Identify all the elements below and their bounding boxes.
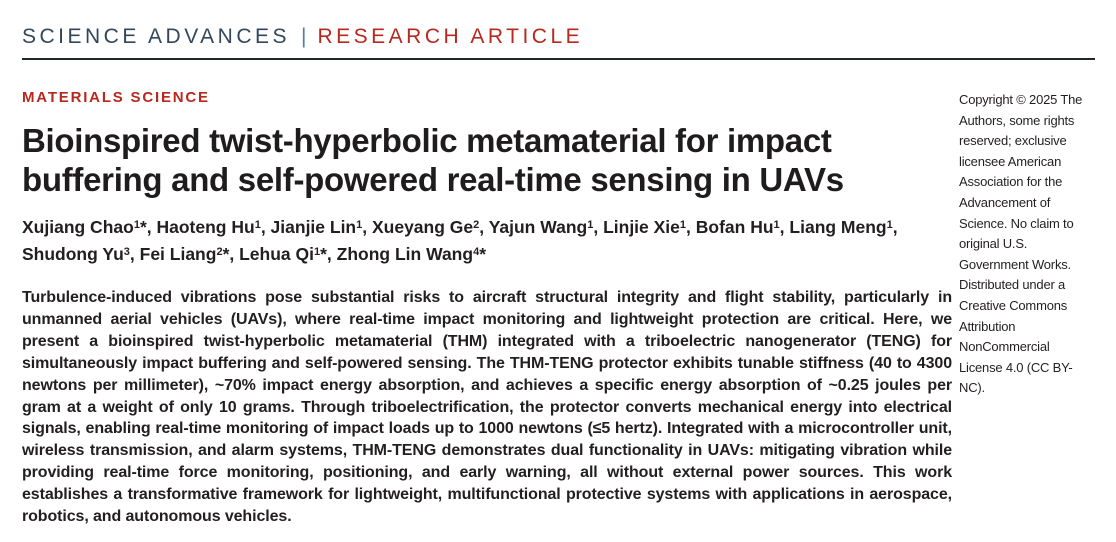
author: Linjie Xie1,: [603, 217, 696, 237]
content-area: MATERIALS SCIENCE Bioinspired twist-hype…: [22, 89, 1095, 528]
copyright-sidebar: Copyright © 2025 The Authors, some right…: [959, 89, 1095, 528]
author-affiliation-superscript: 4: [473, 246, 480, 259]
journal-name: SCIENCE ADVANCES: [22, 25, 290, 48]
copyright-text: Copyright © 2025 The Authors, some right…: [959, 92, 1083, 396]
author: Liang Meng1,: [789, 217, 898, 237]
author-affiliation-superscript: 2: [473, 219, 480, 232]
author: Jianjie Lin1,: [270, 217, 372, 237]
author-affiliation-superscript: 1: [679, 219, 687, 232]
section-label: MATERIALS SCIENCE: [22, 89, 210, 106]
author-affiliation-superscript: 1: [886, 219, 893, 232]
author-affiliation-superscript: 1: [133, 219, 140, 232]
author-affiliation-superscript: 1: [313, 246, 321, 259]
author-affiliation-superscript: 2: [216, 246, 223, 259]
author-affiliation-superscript: 1: [356, 219, 363, 232]
author: Yajun Wang1,: [488, 217, 604, 237]
author: Zhong Lin Wang4*: [336, 244, 486, 264]
author: Bofan Hu1,: [695, 217, 790, 237]
author-affiliation-superscript: 1: [773, 219, 780, 232]
journal-banner: SCIENCE ADVANCES | RESEARCH ARTICLE: [22, 0, 1095, 49]
author: Xueyang Ge2,: [371, 217, 489, 237]
abstract-text: Turbulence-induced vibrations pose subst…: [22, 289, 952, 526]
author: Shudong Yu3,: [22, 244, 140, 264]
author: Lehua Qi1*,: [239, 244, 337, 264]
article-type-label: RESEARCH ARTICLE: [317, 25, 584, 48]
author-affiliation-superscript: 3: [123, 246, 130, 259]
article-title: Bioinspired twist-hyperbolic metamateria…: [22, 122, 844, 198]
author: Haoteng Hu1,: [156, 217, 271, 237]
banner-separator: |: [301, 25, 307, 48]
author-list: Xujiang Chao1*, Haoteng Hu1, Jianjie Lin…: [22, 214, 942, 268]
author: Fei Liang2*,: [139, 244, 240, 264]
header-rule: [22, 58, 1095, 60]
author-affiliation-superscript: 1: [587, 219, 594, 232]
author: Xujiang Chao1*,: [22, 217, 157, 237]
author-affiliation-superscript: 1: [254, 219, 261, 232]
main-column: MATERIALS SCIENCE Bioinspired twist-hype…: [22, 89, 952, 528]
